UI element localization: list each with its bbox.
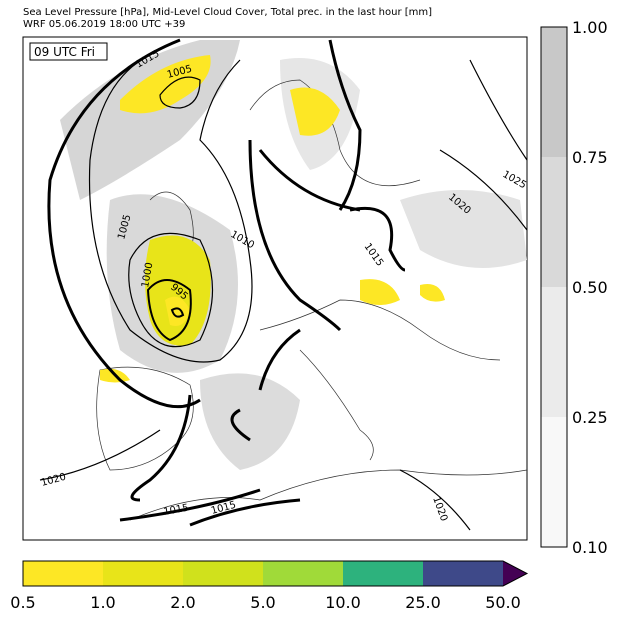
cloud-colorbar: 1.00 0.75 0.50 0.25 0.10 — [540, 18, 608, 557]
colorbar-tick-label: 2.0 — [170, 593, 195, 612]
header-line: Sea Level Pressure [hPa], Mid-Level Clou… — [23, 7, 432, 18]
contour-label: 1015 — [163, 503, 190, 518]
map: 09 UTC Fri 1015 1005 1005 1010 1000 995 … — [22, 36, 528, 541]
colorbar-tick-label: 1.00 — [572, 18, 608, 37]
colorbar-tick-label: 0.25 — [572, 408, 608, 427]
colorbar-tick-label: 5.0 — [250, 593, 275, 612]
colorbar-tick-label: 1.0 — [90, 593, 115, 612]
precip-colorbar: 0.5 1.0 2.0 5.0 10.0 25.0 50.0 — [10, 560, 529, 612]
colorbar-tick-label: 0.5 — [10, 593, 35, 612]
colorbar-tick-label: 0.50 — [572, 278, 608, 297]
colorbar-tick-label: 10.0 — [325, 593, 361, 612]
contour-label: 1000 — [140, 262, 155, 289]
colorbar-tick-label: 0.10 — [572, 538, 608, 557]
header-line: WRF 05.06.2019 18:00 UTC +39 — [23, 19, 185, 30]
colorbar-tick-label: 25.0 — [405, 593, 441, 612]
colorbar-tick-label: 50.0 — [485, 593, 521, 612]
colorbar-tick-label: 0.75 — [572, 148, 608, 167]
time-label: 09 UTC Fri — [34, 45, 95, 59]
